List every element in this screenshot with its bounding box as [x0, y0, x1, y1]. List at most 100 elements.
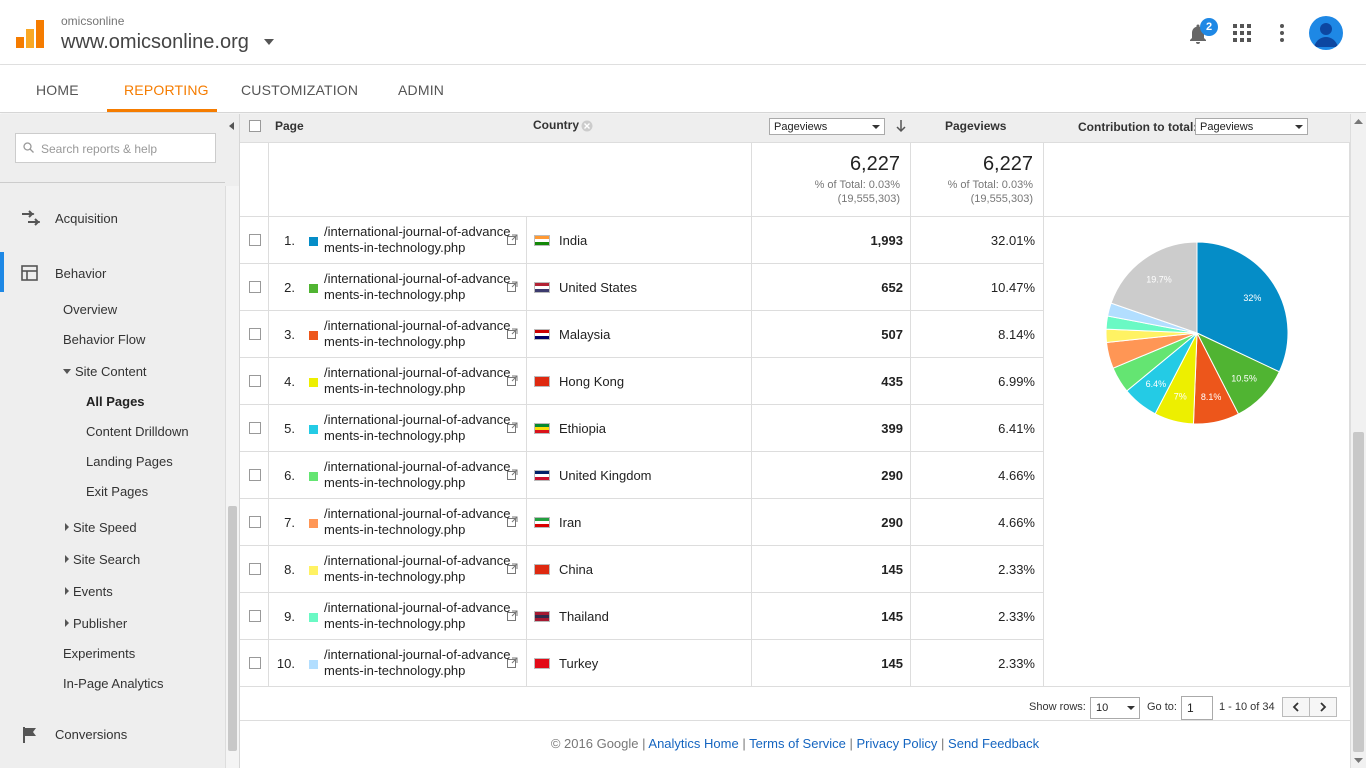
page-path[interactable]: /international-journal-of-advance ments-i… [324, 647, 524, 679]
sidebar-item-all-pages[interactable]: All Pages [86, 394, 145, 409]
user-avatar[interactable] [1309, 16, 1343, 50]
tab-home[interactable]: HOME [36, 82, 79, 98]
country-name[interactable]: Ethiopia [559, 421, 606, 436]
pie-chart: 32% 10.5% 8.1% 7% 6.4% 19.7% [1105, 241, 1289, 425]
sidebar-item-site-speed[interactable]: Site Speed [65, 520, 137, 535]
row-checkbox[interactable] [249, 234, 261, 246]
row-checkbox[interactable] [249, 610, 261, 622]
analytics-logo-icon[interactable] [16, 20, 44, 48]
sidebar-item-site-search[interactable]: Site Search [65, 552, 140, 567]
tab-admin[interactable]: ADMIN [398, 82, 445, 98]
row-checkbox[interactable] [249, 469, 261, 481]
contribution-select[interactable]: Pageviews [1195, 118, 1308, 135]
column-header-pageviews[interactable]: Pageviews [945, 119, 1007, 133]
sidebar-scrollbar-thumb[interactable] [228, 506, 237, 751]
sidebar-item-acquisition[interactable]: Acquisition [55, 211, 118, 226]
apps-grid-icon[interactable] [1233, 24, 1251, 42]
external-link-icon[interactable] [507, 516, 518, 527]
pie-slice[interactable] [1196, 241, 1289, 373]
sidebar-item-landing-pages[interactable]: Landing Pages [86, 454, 173, 469]
sidebar-item-exit-pages[interactable]: Exit Pages [86, 484, 149, 499]
footer-link-terms[interactable]: Terms of Service [749, 736, 846, 751]
external-link-icon[interactable] [507, 234, 518, 245]
country-name[interactable]: United States [559, 280, 638, 295]
pie-slice[interactable] [1110, 241, 1198, 334]
country-name[interactable]: Iran [559, 515, 582, 530]
scroll-up-icon[interactable] [1354, 118, 1363, 124]
page-path[interactable]: /international-journal-of-advance ments-i… [324, 412, 524, 444]
page-path[interactable]: /international-journal-of-advance ments-i… [324, 224, 524, 256]
select-all-checkbox[interactable] [249, 120, 261, 132]
country-name[interactable]: United Kingdom [559, 468, 652, 483]
sidebar-item-events[interactable]: Events [65, 584, 113, 599]
sidebar-scrollbar[interactable] [225, 186, 239, 768]
column-header-country[interactable]: Country [533, 118, 579, 132]
row-checkbox[interactable] [249, 375, 261, 387]
country-name[interactable]: Thailand [559, 609, 609, 624]
sidebar-item-conversions[interactable]: Conversions [55, 727, 128, 742]
external-link-icon[interactable] [507, 281, 518, 292]
tab-reporting[interactable]: REPORTING [124, 82, 209, 98]
scroll-down-icon[interactable] [1354, 758, 1363, 764]
external-link-icon[interactable] [507, 328, 518, 339]
series-color-swatch [309, 472, 318, 481]
row-checkbox[interactable] [249, 328, 261, 340]
external-link-icon[interactable] [507, 469, 518, 480]
external-link-icon[interactable] [507, 657, 518, 668]
page-path[interactable]: /international-journal-of-advance ments-i… [324, 365, 524, 397]
row-checkbox[interactable] [249, 657, 261, 669]
external-link-icon[interactable] [507, 610, 518, 621]
external-link-icon[interactable] [507, 422, 518, 433]
page-path[interactable]: /international-journal-of-advance ments-i… [324, 271, 524, 303]
page-path[interactable]: /international-journal-of-advance ments-i… [324, 318, 524, 350]
page-path[interactable]: /international-journal-of-advance ments-i… [324, 553, 524, 585]
page-path[interactable]: /international-journal-of-advance ments-i… [324, 600, 524, 632]
row-checkbox[interactable] [249, 281, 261, 293]
goto-page-input[interactable]: 1 [1181, 696, 1213, 720]
more-options-icon[interactable] [1275, 24, 1289, 42]
divider [268, 311, 269, 358]
country-name[interactable]: China [559, 562, 593, 577]
previous-page-button[interactable] [1282, 697, 1310, 717]
metric-select[interactable]: Pageviews [769, 118, 885, 135]
next-page-button[interactable] [1309, 697, 1337, 717]
sidebar-item-behavior[interactable]: Behavior [55, 266, 107, 281]
sort-descending-icon[interactable] [896, 119, 906, 133]
sidebar-item-behavior-flow[interactable]: Behavior Flow [63, 332, 146, 347]
page-path[interactable]: /international-journal-of-advance ments-i… [324, 506, 524, 538]
page-path[interactable]: /international-journal-of-advance ments-i… [324, 459, 524, 491]
table-row: 8. /international-journal-of-advance ments… [240, 546, 1044, 593]
collapse-sidebar-icon[interactable] [229, 122, 234, 130]
sidebar-item-publisher[interactable]: Publisher [65, 616, 127, 631]
property-name[interactable]: www.omicsonline.org [61, 31, 249, 53]
external-link-icon[interactable] [507, 375, 518, 386]
country-name[interactable]: Turkey [559, 656, 599, 671]
main-scrollbar-thumb[interactable] [1353, 432, 1364, 752]
show-rows-select[interactable]: 10 [1090, 697, 1140, 719]
divider [1043, 264, 1044, 311]
column-header-page[interactable]: Page [275, 119, 304, 133]
footer-link-feedback[interactable]: Send Feedback [948, 736, 1040, 751]
sidebar-item-in-page-analytics[interactable]: In-Page Analytics [63, 676, 164, 691]
external-link-icon[interactable] [507, 563, 518, 574]
remove-dimension-icon[interactable] [581, 120, 593, 132]
search-input[interactable]: Search reports & help [15, 133, 216, 163]
property-dropdown-icon[interactable] [264, 39, 274, 45]
sidebar-item-content-drilldown[interactable]: Content Drilldown [86, 424, 189, 439]
row-checkbox[interactable] [249, 563, 261, 575]
row-checkbox[interactable] [249, 516, 261, 528]
footer-link-analytics-home[interactable]: Analytics Home [648, 736, 739, 751]
sidebar-item-experiments[interactable]: Experiments [63, 646, 136, 661]
sidebar-item-site-content[interactable]: Site Content [63, 364, 147, 379]
pageviews-percent: 6.99% [998, 374, 1035, 389]
divider [910, 358, 911, 405]
row-checkbox[interactable] [249, 422, 261, 434]
country-name[interactable]: Hong Kong [559, 374, 625, 389]
divider [268, 405, 269, 452]
main-scrollbar[interactable] [1350, 114, 1366, 768]
footer-link-privacy[interactable]: Privacy Policy [856, 736, 938, 751]
sidebar-item-overview[interactable]: Overview [63, 302, 118, 317]
tab-customization[interactable]: CUSTOMIZATION [241, 82, 359, 98]
country-name[interactable]: Malaysia [559, 327, 611, 342]
country-name[interactable]: India [559, 233, 588, 248]
